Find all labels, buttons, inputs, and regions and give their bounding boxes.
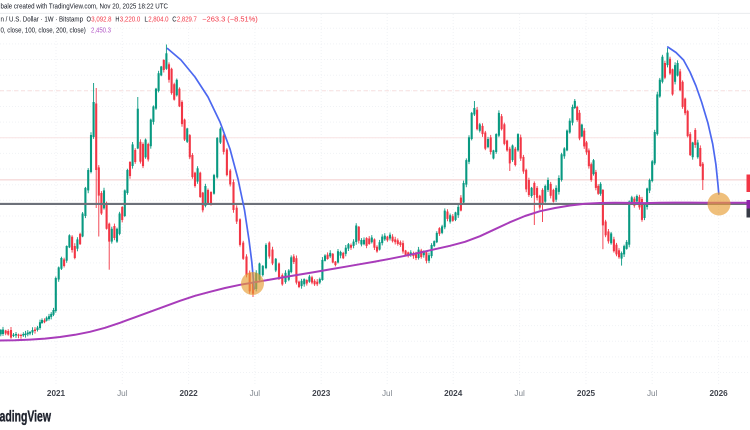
svg-text:adingView: adingView: [0, 408, 52, 425]
svg-text:Jul: Jul: [514, 389, 525, 398]
svg-text:H: H: [115, 16, 119, 23]
svg-text:2022: 2022: [179, 389, 198, 398]
svg-text:−263.3 (−8.51%): −263.3 (−8.51%): [202, 16, 258, 23]
svg-text:n / U.S. Dollar · 1W · Bitstam: n / U.S. Dollar · 1W · Bitstamp: [1, 16, 84, 23]
svg-text:O: O: [87, 16, 92, 23]
svg-text:2026: 2026: [709, 389, 728, 398]
svg-text:2023: 2023: [312, 389, 331, 398]
svg-text:3,092.8: 3,092.8: [91, 16, 111, 23]
svg-text:C: C: [172, 16, 176, 23]
svg-text:3,220.0: 3,220.0: [120, 16, 141, 23]
svg-text:2024: 2024: [444, 389, 463, 398]
svg-text:Jul: Jul: [250, 389, 261, 398]
svg-text:2,450.3: 2,450.3: [91, 27, 111, 34]
svg-text:L: L: [144, 16, 148, 23]
svg-text:Jul: Jul: [117, 389, 128, 398]
svg-text:0, close, 100, close, 200, clo: 0, close, 100, close, 200, close): [1, 27, 86, 34]
svg-text:Jul: Jul: [647, 389, 658, 398]
svg-text:Jul: Jul: [382, 389, 393, 398]
svg-text:2,829.7: 2,829.7: [177, 16, 197, 23]
svg-text:2025: 2025: [577, 389, 596, 398]
svg-text:2,804.0: 2,804.0: [148, 16, 168, 23]
svg-text:2021: 2021: [47, 389, 66, 398]
svg-text:bale created with TradingView.: bale created with TradingView.com, Nov 2…: [1, 3, 169, 10]
